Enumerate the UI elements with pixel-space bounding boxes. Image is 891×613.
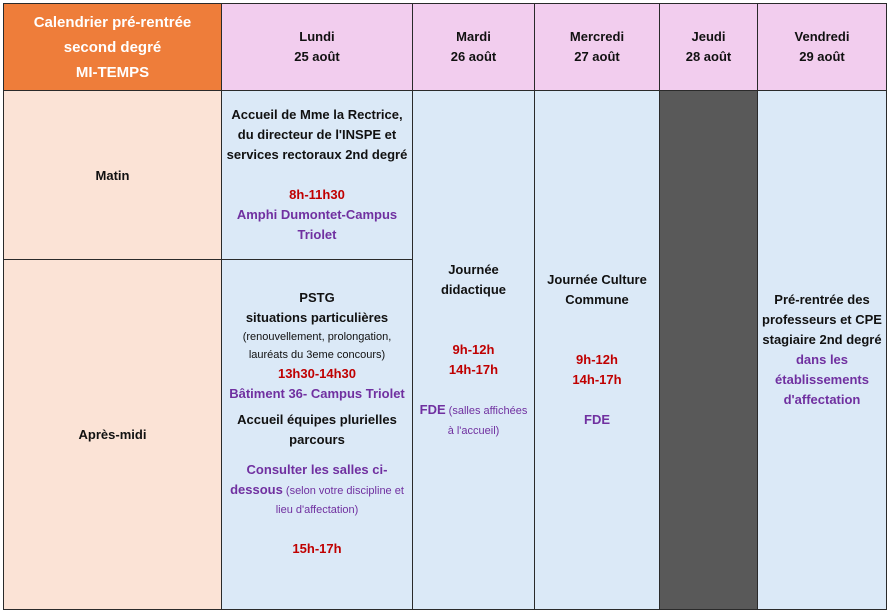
row-label-morning: Matin xyxy=(3,90,222,260)
welcome-line-1: Accueil de Mme la Rectrice, xyxy=(231,107,403,122)
row-label-afternoon-text: Après-midi xyxy=(78,427,147,442)
consult-word: dessous xyxy=(230,482,283,497)
day-header-thursday: Jeudi 28 août xyxy=(659,3,758,91)
day-date: 28 août xyxy=(685,49,732,64)
wednesday-time-2: 14h-17h xyxy=(572,372,622,387)
friday-place-1: dans les xyxy=(795,352,849,367)
day-name: Lundi xyxy=(299,29,335,44)
calendar-title: Calendrier pré-rentrée second degré MI-T… xyxy=(3,3,222,91)
day-date: 27 août xyxy=(574,49,620,64)
welcome-line-2: du directeur de l'INSPE et xyxy=(237,127,397,142)
tuesday-place-note-1: (salles affichées xyxy=(445,404,528,417)
tuesday-time-2: 14h-17h xyxy=(448,361,499,377)
calendar-title-line-2: second degré xyxy=(63,38,162,56)
friday-cell: Pré-rentrée des professeurs et CPE stagi… xyxy=(757,90,887,610)
row-label-morning-text: Matin xyxy=(95,167,130,183)
tuesday-place: FDE (salles affichées xyxy=(420,400,528,421)
monday-morning-cell: Accueil de Mme la Rectrice, du directeur… xyxy=(221,90,413,260)
monday-morning-place-1: Amphi Dumontet-Campus xyxy=(236,207,398,222)
day-date: 29 août xyxy=(799,49,845,64)
pstg-place: Bâtiment 36- Campus Triolet xyxy=(229,386,405,401)
friday-title-3: stagiaire 2nd degré xyxy=(762,332,882,347)
consult-note-1: (selon votre discipline et xyxy=(282,485,404,497)
tuesday-title-2: didactique xyxy=(440,281,506,297)
calendar-title-line-3: MI-TEMPS xyxy=(75,63,150,81)
consult-line-2: dessous (selon votre discipline et xyxy=(230,480,404,501)
wednesday-title-1: Journée Culture xyxy=(547,272,647,287)
day-date: 26 août xyxy=(450,49,497,64)
monday-morning-time: 8h-11h30 xyxy=(289,187,345,202)
consult-note-2: lieu d'affectation) xyxy=(275,504,359,516)
pstg-title: PSTG xyxy=(299,290,335,305)
day-name: Mercredi xyxy=(569,29,625,44)
welcome-teams-line-2: parcours xyxy=(289,432,345,447)
wednesday-place: FDE xyxy=(584,412,610,427)
thursday-closed-cell xyxy=(659,90,758,610)
wednesday-title-2: Commune xyxy=(565,292,629,307)
day-header-friday: Vendredi 29 août xyxy=(757,3,887,91)
pstg-subtitle: situations particulières xyxy=(245,310,389,325)
monday-afternoon-cell: PSTG situations particulières (renouvell… xyxy=(221,259,413,610)
welcome-line-3: services rectoraux 2nd degré xyxy=(226,147,408,162)
day-header-wednesday: Mercredi 27 août xyxy=(534,3,660,91)
friday-place-3: d'affectation xyxy=(783,392,861,407)
friday-title-2: professeurs et CPE xyxy=(762,312,882,327)
row-label-afternoon: Après-midi xyxy=(3,259,222,610)
consult-time: 15h-17h xyxy=(292,541,342,556)
tuesday-title-1: Journée xyxy=(448,261,499,277)
day-name: Mardi xyxy=(456,29,491,44)
tuesday-cell: Journée didactique 9h-12h 14h-17h FDE (s… xyxy=(412,90,535,610)
tuesday-place-fde: FDE xyxy=(419,401,446,417)
friday-title-1: Pré-rentrée des xyxy=(774,292,870,307)
consult-line-1: Consulter les salles ci- xyxy=(246,462,388,477)
pstg-note-1: (renouvellement, prolongation, xyxy=(242,331,392,343)
pstg-note-2: lauréats du 3eme concours) xyxy=(248,349,386,361)
tuesday-place-note-2: à l'accueil) xyxy=(447,424,500,437)
pstg-time: 13h30-14h30 xyxy=(277,366,357,381)
tuesday-time-1: 9h-12h xyxy=(452,341,495,357)
day-date: 25 août xyxy=(294,49,340,64)
wednesday-cell: Journée Culture Commune 9h-12h 14h-17h F… xyxy=(534,90,660,610)
day-name: Jeudi xyxy=(691,29,726,44)
day-header-tuesday: Mardi 26 août xyxy=(412,3,535,91)
welcome-teams-line-1: Accueil équipes plurielles xyxy=(237,412,397,427)
friday-place-2: établissements xyxy=(775,372,869,387)
wednesday-time-1: 9h-12h xyxy=(576,352,618,367)
monday-morning-place-2: Triolet xyxy=(297,227,337,242)
day-name: Vendredi xyxy=(794,29,850,44)
calendar-title-line-1: Calendrier pré-rentrée xyxy=(33,13,192,31)
day-header-monday: Lundi 25 août xyxy=(221,3,413,91)
